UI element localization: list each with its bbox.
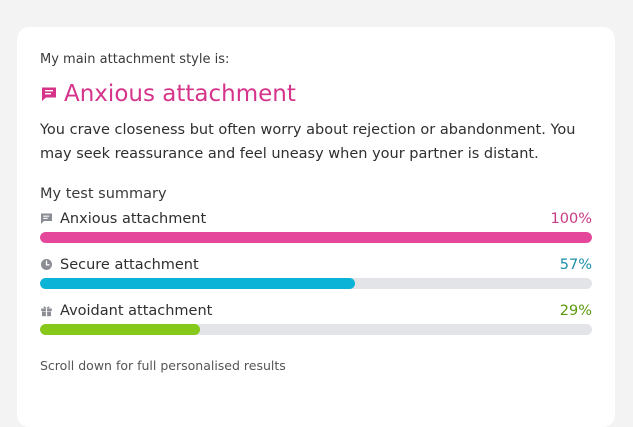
summary-row-anxious: Anxious attachment 100% xyxy=(40,208,592,243)
main-style-heading: Anxious attachment xyxy=(40,79,592,109)
clock-icon xyxy=(40,258,53,271)
results-card: My main attachment style is: Anxious att… xyxy=(17,27,615,427)
intro-text: My main attachment style is: xyxy=(40,52,230,67)
progress-track xyxy=(40,278,592,289)
summary-heading: My test summary xyxy=(40,186,167,202)
summary-row-percent: 100% xyxy=(550,210,592,227)
summary-row-percent: 57% xyxy=(559,256,592,273)
summary-row-label: Anxious attachment xyxy=(60,210,207,227)
summary-row-avoidant: Avoidant attachment 29% xyxy=(40,300,592,335)
gift-icon xyxy=(40,304,53,317)
chat-bubble-icon xyxy=(40,85,58,103)
progress-track xyxy=(40,232,592,243)
progress-fill xyxy=(40,278,355,289)
summary-row-secure: Secure attachment 57% xyxy=(40,254,592,289)
chat-bubble-icon xyxy=(40,212,53,225)
progress-track xyxy=(40,324,592,335)
summary-row-label: Avoidant attachment xyxy=(60,302,213,319)
style-description: You crave closeness but often worry abou… xyxy=(40,122,576,162)
main-style-title: Anxious attachment xyxy=(64,81,296,107)
scroll-hint: Scroll down for full personalised result… xyxy=(40,358,286,373)
summary-row-label: Secure attachment xyxy=(60,256,199,273)
progress-fill xyxy=(40,232,592,243)
summary-row-percent: 29% xyxy=(559,302,592,319)
progress-fill xyxy=(40,324,201,335)
